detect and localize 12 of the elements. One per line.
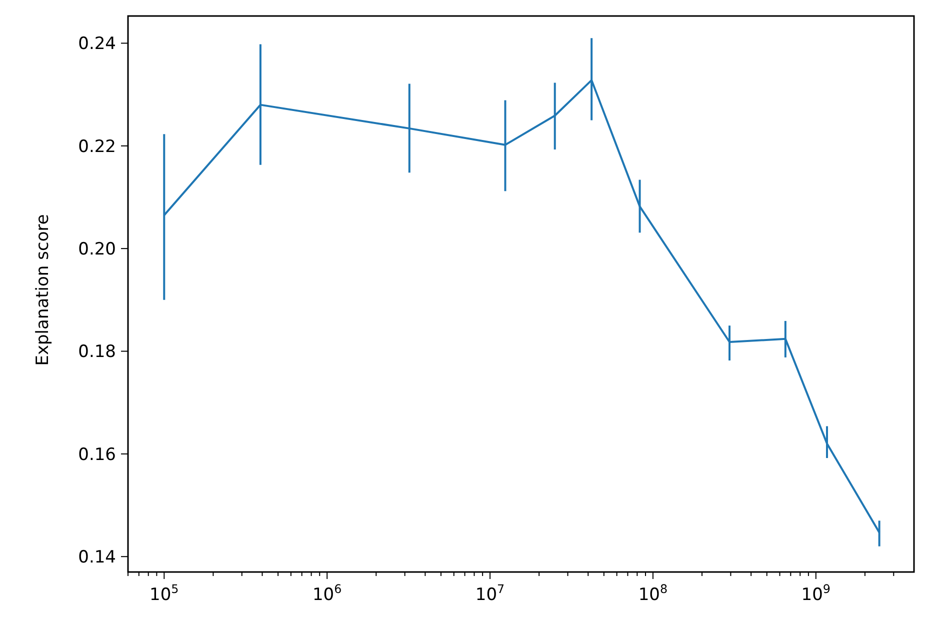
x-tick-label: 10$^{9}$ (801, 582, 831, 605)
y-tick-label: 0.22 (78, 136, 116, 157)
y-tick-label: 0.20 (78, 240, 116, 260)
x-tick-label: 10$^{7}$ (475, 582, 505, 605)
y-tick-label: 0.24 (78, 34, 116, 54)
x-tick-label: 10$^{6}$ (312, 582, 342, 605)
x-tick-label: 10$^{5}$ (150, 582, 179, 605)
x-tick-label: 10$^{8}$ (638, 582, 668, 605)
y-tick-label: 0.14 (78, 548, 116, 568)
y-axis-title: Explanation score (33, 214, 53, 366)
y-tick-label: 0.18 (78, 342, 116, 362)
y-tick-label: 0.16 (78, 444, 116, 465)
